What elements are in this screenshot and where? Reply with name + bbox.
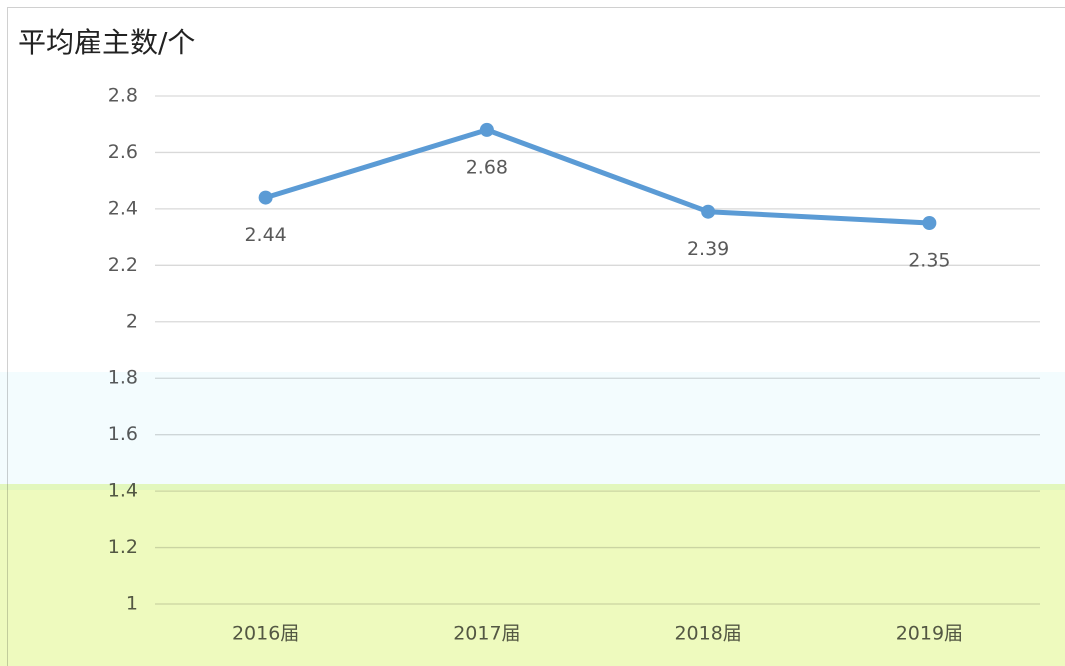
data-label: 2.44 bbox=[244, 224, 286, 246]
series-line bbox=[264, 127, 930, 226]
point bbox=[701, 204, 716, 219]
overlay-band bbox=[0, 484, 1065, 666]
y-tick-label: 2.8 bbox=[108, 85, 138, 107]
overlay-band bbox=[0, 372, 1065, 490]
y-tick-label: 2.2 bbox=[108, 254, 138, 276]
chart-title: 平均雇主数/个 bbox=[18, 26, 195, 59]
data-label: 2.68 bbox=[466, 156, 508, 178]
y-tick-label: 2.6 bbox=[108, 141, 138, 163]
y-tick-label: 2.4 bbox=[108, 197, 138, 219]
point bbox=[479, 122, 494, 137]
data-label: 2.39 bbox=[687, 238, 729, 260]
point bbox=[258, 190, 273, 205]
point bbox=[922, 216, 937, 230]
data-label: 2.35 bbox=[908, 250, 950, 272]
y-tick-label: 2 bbox=[126, 310, 138, 332]
